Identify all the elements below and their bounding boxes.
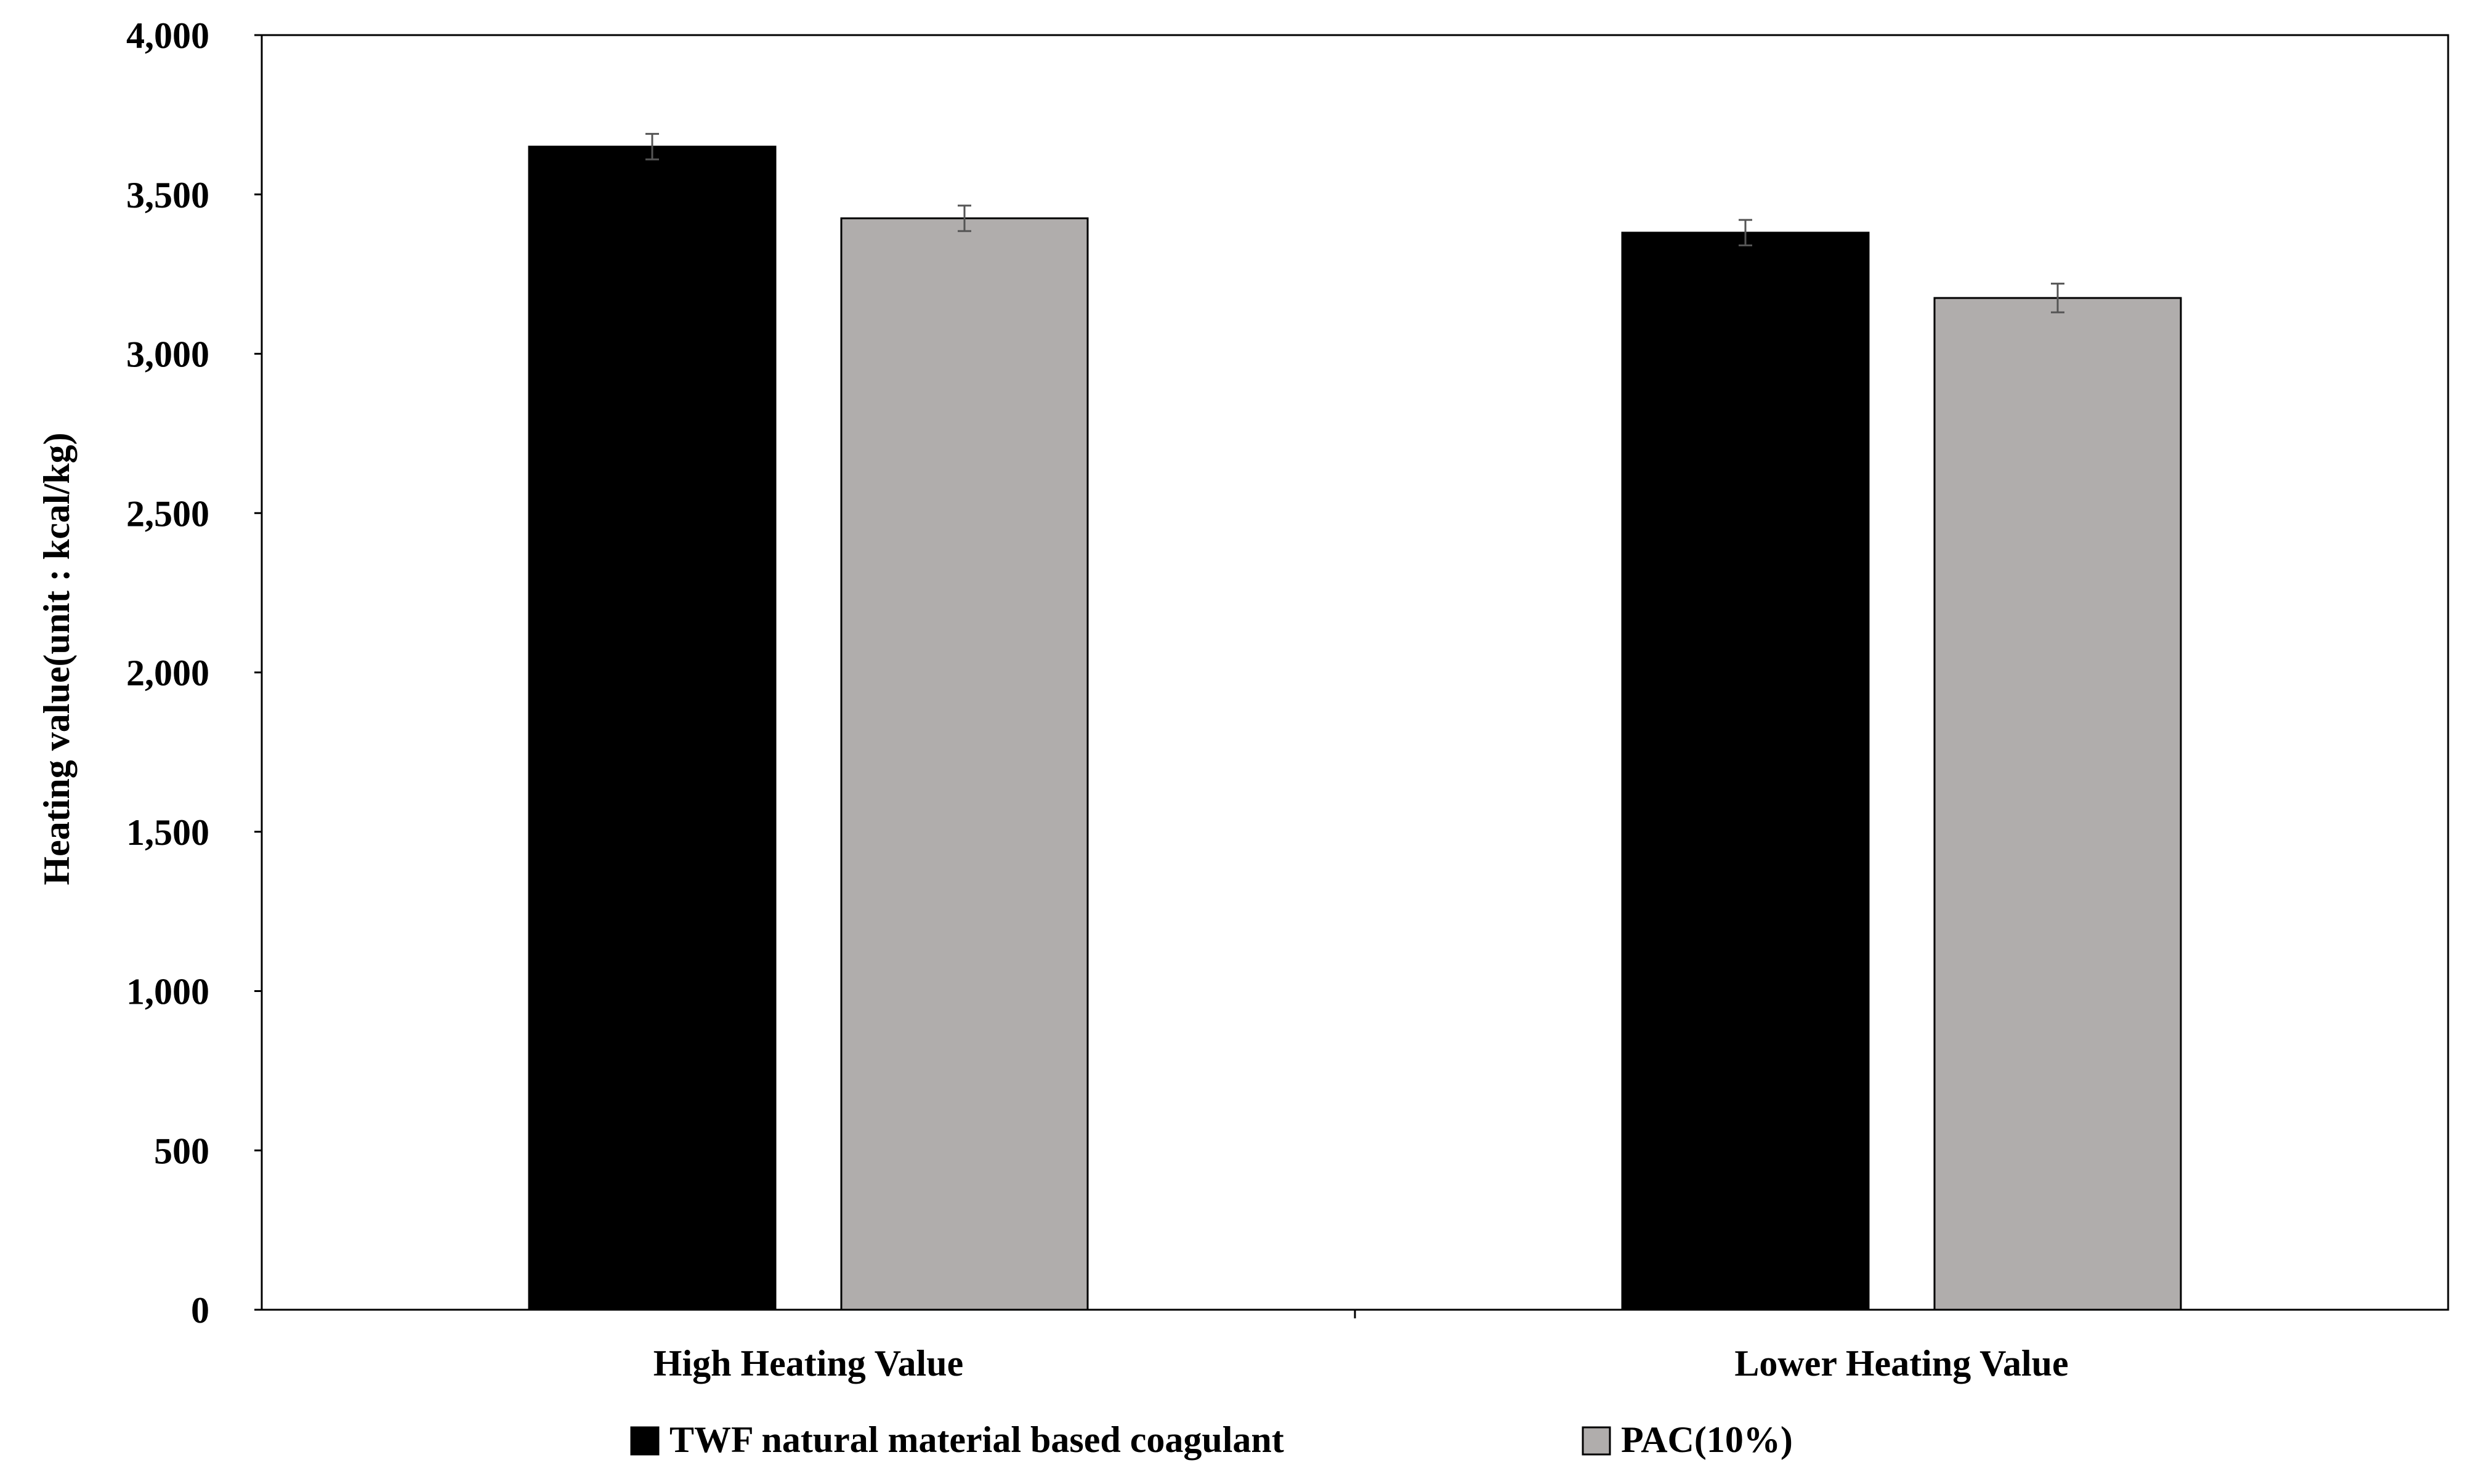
y-tick-label: 0 bbox=[191, 1290, 209, 1331]
bar bbox=[840, 217, 1089, 1311]
y-tick-label: 2,500 bbox=[126, 493, 209, 534]
x-axis: High Heating Value Lower Heating Value bbox=[653, 1310, 2069, 1384]
y-tick-label: 1,000 bbox=[126, 972, 209, 1012]
y-tick-label: 3,500 bbox=[126, 175, 209, 216]
x-tick-label: High Heating Value bbox=[653, 1343, 963, 1384]
y-axis: 0 500 1,000 1,500 2,000 2,500 3,000 3,500 4,000 bbox=[126, 15, 262, 1331]
legend-swatch bbox=[1582, 1426, 1611, 1456]
y-tick-label: 500 bbox=[154, 1131, 209, 1171]
x-tick-label: Lower Heating Value bbox=[1734, 1343, 2068, 1384]
y-tick-label: 3,000 bbox=[126, 334, 209, 375]
error-bars-group bbox=[645, 132, 2064, 313]
bar bbox=[1933, 297, 2182, 1311]
legend: TWF natural material based coagulant PAC(… bbox=[630, 1419, 1793, 1460]
legend-swatch bbox=[630, 1426, 660, 1456]
bar bbox=[1621, 232, 1870, 1311]
y-tick-label: 2,000 bbox=[126, 653, 209, 693]
bars-group bbox=[528, 145, 2182, 1311]
y-tick-label: 4,000 bbox=[126, 15, 209, 56]
y-axis-label: Heating value(unit : kcal/kg) bbox=[36, 432, 77, 885]
bar bbox=[528, 145, 777, 1311]
legend-label: PAC(10%) bbox=[1621, 1419, 1793, 1460]
y-tick-label: 1,500 bbox=[126, 812, 209, 853]
legend-label: TWF natural material based coagulant bbox=[669, 1419, 1284, 1460]
